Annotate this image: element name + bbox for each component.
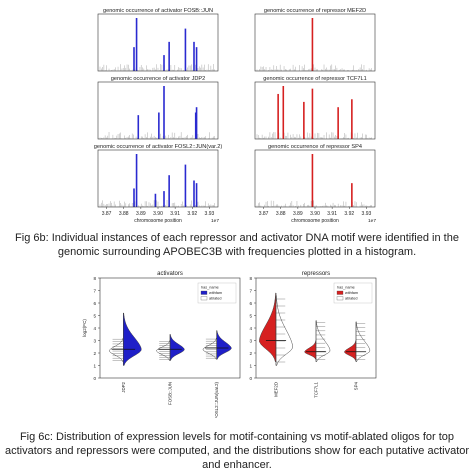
y-tick-label: 1: [93, 363, 96, 368]
y-tick-label: 1: [249, 363, 252, 368]
x-axis-label: chromosome position: [291, 218, 339, 224]
x-tick-label: 3.92: [344, 211, 354, 217]
y-tick-label: 0: [249, 376, 252, 381]
panel-frame: [254, 81, 376, 140]
legend-label-withfam: withfam: [345, 291, 358, 295]
histogram-panel: genomic occurrence of repressor TCF7L1: [254, 76, 376, 140]
y-tick-label: 0: [93, 376, 96, 381]
x-offset-label: 1e7: [211, 218, 219, 224]
y-tick-label: 3: [93, 338, 96, 343]
x-tick-label: 3.87: [259, 211, 269, 217]
histogram-panel: genomic occurrence of activator FOSL2::J…: [94, 144, 223, 224]
y-tick-label: 5: [93, 313, 96, 318]
y-tick-label: 8: [249, 276, 252, 281]
histogram-panel: genomic occurrence of repressor SP4 3.87 3…: [254, 144, 376, 224]
y-tick-label: 7: [249, 288, 252, 293]
x-tick-label: 3.91: [170, 211, 180, 217]
category-label: MEF2D: [274, 382, 279, 397]
panel-title: genomic occurrence of activator FOSL2::J…: [94, 144, 223, 150]
repressors-panel: repressors 0 1 2 3 4 5 6 7 8 MEF2D TCF7L1 SP4 has_nam…: [249, 271, 377, 398]
violin-withfam: [123, 312, 142, 366]
x-tick-label: 3.90: [153, 211, 163, 217]
panel-title: activators: [157, 271, 183, 277]
category-label: FOSB::JUN: [168, 382, 173, 405]
panel-frame: [254, 149, 376, 208]
histogram-panel: genomic occurrence of activator JDP2: [97, 76, 219, 140]
y-tick-label: 8: [93, 276, 96, 281]
category-label: TCF7L1: [314, 381, 319, 397]
legend-swatch-withfam: [336, 290, 344, 295]
legend-swatch-ablated: [200, 296, 208, 301]
y-tick-label: 4: [93, 326, 96, 331]
panel-title: genomic occurrence of repressor MEF2D: [264, 8, 366, 14]
x-tick-label: 3.88: [276, 211, 286, 217]
y-tick-label: 6: [249, 301, 252, 306]
panel-title: genomic occurrence of activator JDP2: [111, 76, 206, 82]
legend-title: has_name: [337, 286, 355, 290]
y-tick-label: 4: [249, 326, 252, 331]
legend-swatch-withfam: [200, 290, 208, 295]
legend-box: [333, 282, 373, 304]
x-tick-label: 3.87: [102, 211, 112, 217]
x-tick-label: 3.89: [293, 211, 303, 217]
y-tick-label: 6: [93, 301, 96, 306]
legend-label-withfam: withfam: [209, 291, 222, 295]
histogram-panel: genomic occurrence of repressor MEF2D: [254, 8, 376, 72]
y-axis-label: log2(FC): [82, 319, 87, 337]
category-label: JDP2: [121, 381, 126, 392]
x-tick-label: 3.93: [205, 211, 215, 217]
figure-6b-caption: Fig 6b: Individual instances of each rep…: [15, 232, 459, 258]
panel-title: repressors: [302, 271, 330, 277]
y-tick-label: 5: [249, 313, 252, 318]
panel-frame: [97, 81, 219, 140]
legend-label-ablated: ablated: [345, 297, 357, 301]
panel-title: genomic occurrence of repressor SP4: [268, 144, 362, 150]
x-tick-label: 3.90: [310, 211, 320, 217]
figure-6b-histograms: genomic occurrence of activator FOSB::JU…: [94, 8, 377, 224]
violin-withfam: [259, 292, 277, 362]
category-label: SP4: [354, 381, 359, 390]
legend-box: [197, 282, 237, 304]
panel-frame: [254, 13, 376, 72]
y-tick-label: 7: [93, 288, 96, 293]
x-tick-label: 3.88: [119, 211, 129, 217]
legend-label-ablated: ablated: [209, 297, 221, 301]
x-axis-label: chromosome position: [134, 218, 182, 224]
figure-6c-caption: Fig 6c: Distribution of expression level…: [4, 431, 470, 471]
violin-withfam: [304, 340, 317, 360]
panel-frame: [97, 149, 219, 208]
panel-frame: [97, 13, 219, 72]
category-label: FOSL2::JUN(var.2): [214, 381, 219, 418]
x-tick-label: 3.91: [327, 211, 337, 217]
x-tick-label: 3.92: [187, 211, 197, 217]
y-tick-label: 3: [249, 338, 252, 343]
panel-title: genomic occurrence of activator FOSB::JU…: [103, 8, 213, 14]
y-tick-label: 2: [93, 351, 96, 356]
legend-title: has_name: [201, 286, 219, 290]
histogram-panel: genomic occurrence of activator FOSB::JU…: [97, 8, 219, 72]
y-tick-label: 2: [249, 351, 252, 356]
x-tick-label: 3.89: [136, 211, 146, 217]
violin-withfam: [216, 330, 232, 360]
x-tick-label: 3.93: [362, 211, 372, 217]
panel-title: genomic occurrence of repressor TCF7L1: [263, 76, 366, 82]
violin-withfam: [344, 340, 357, 361]
violin-withfam: [169, 334, 185, 361]
x-offset-label: 1e7: [368, 218, 376, 224]
legend-swatch-ablated: [336, 296, 344, 301]
